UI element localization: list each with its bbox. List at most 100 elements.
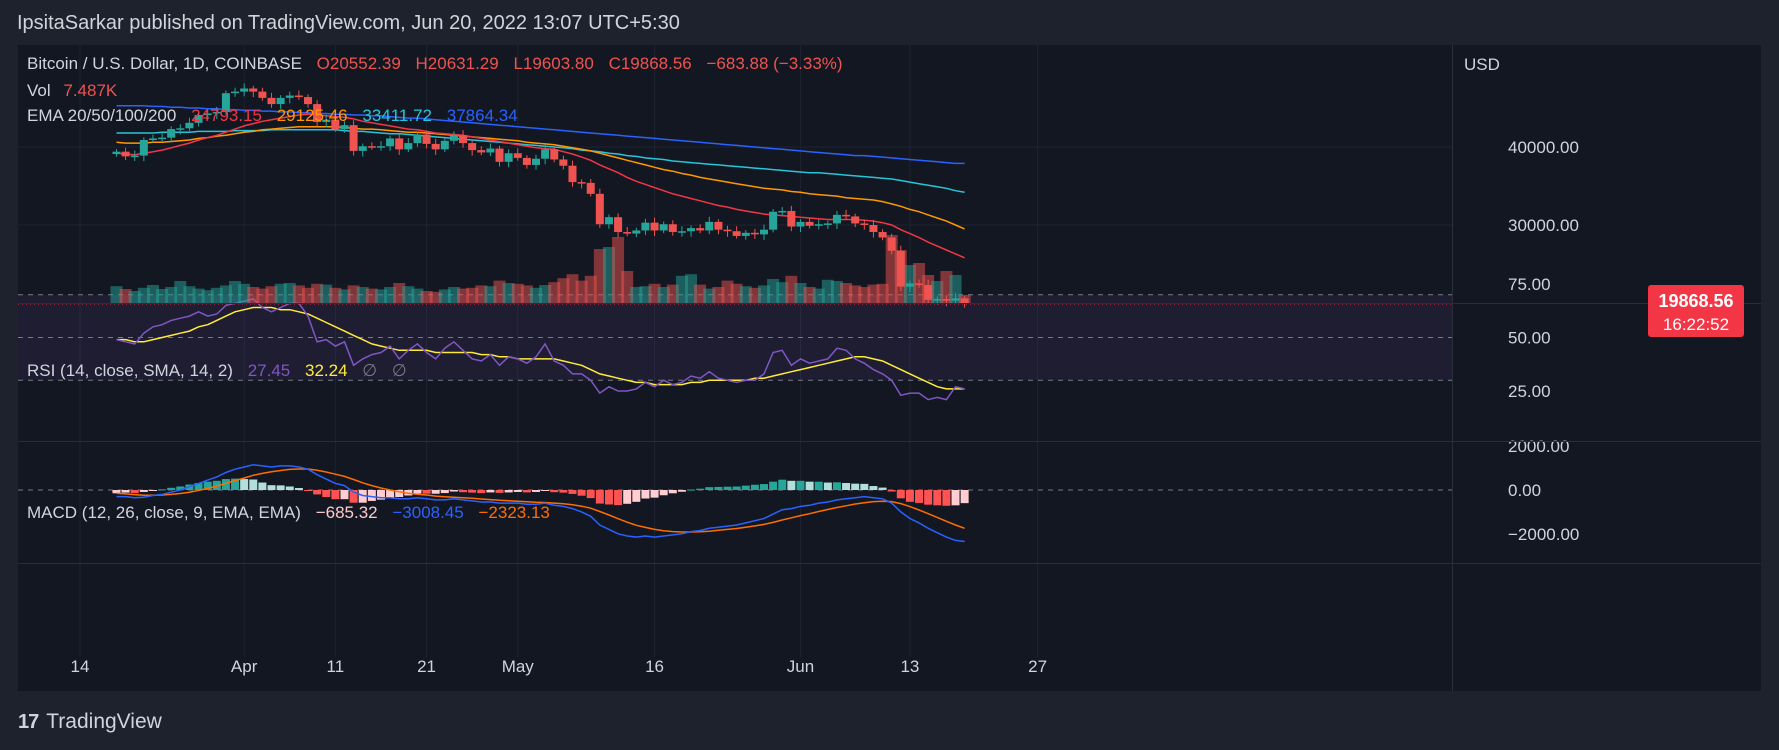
candle-body [595, 193, 604, 225]
candle-body [778, 210, 787, 213]
macd-hist-bar [832, 482, 841, 490]
candle-body [203, 113, 212, 116]
macd-hist-bar [249, 479, 258, 490]
volume-bar [311, 283, 324, 303]
macd-hist-bar [486, 490, 495, 493]
candle-body [158, 137, 167, 140]
x-tick-label: 16 [645, 657, 664, 676]
volume-bar [402, 286, 415, 303]
volume-bar [803, 287, 816, 303]
candle-body [641, 222, 650, 231]
volume-bar [593, 249, 606, 303]
volume-bar [128, 291, 141, 303]
price-tick-label: 30000.00 [1508, 216, 1579, 235]
macd-hist-bar [440, 490, 449, 494]
legend-rsi: RSI (14, close, SMA, 14, 2) 27.45 32.24 … [27, 361, 407, 380]
candle-body [559, 159, 568, 166]
candle-body [805, 221, 814, 226]
last-price-tag: 19868.56 16:22:52 [1648, 285, 1744, 337]
candle-body [112, 151, 121, 155]
macd-hist-bar [723, 486, 732, 490]
legend-ema20: 24793.15 [191, 106, 262, 125]
candle-body [477, 150, 486, 153]
candle-body [687, 228, 696, 232]
macd-hist-bar [422, 490, 431, 494]
macd-hist-bar [677, 490, 686, 492]
volume-bar [292, 285, 305, 303]
macd-hist-bar [805, 481, 814, 490]
x-tick-label: 21 [417, 657, 436, 676]
legend-rsi-n2: ∅ [392, 361, 407, 380]
macd-hist-bar [431, 490, 440, 494]
candle-body [960, 298, 969, 305]
candle-body [294, 95, 303, 98]
chart-canvas[interactable]: 14 Apr 11 21 May 16 Jun 13 27 30000.00 40000.00 25.… [18, 45, 1761, 691]
volume-bar [192, 288, 205, 303]
candle-body [139, 139, 148, 156]
candle-body [176, 128, 185, 130]
pane-divider-3 [18, 563, 1761, 564]
candle-body [650, 222, 659, 231]
macd-panel [18, 464, 1452, 543]
candle-body [942, 299, 951, 301]
macd-hist-bar [294, 488, 303, 490]
bar-countdown: 16:22:52 [1663, 315, 1729, 334]
macd-tick-label: 0.00 [1508, 481, 1541, 500]
candle-body [860, 223, 869, 225]
volume-bar [575, 280, 588, 303]
candle-body [532, 158, 540, 165]
chart-frame[interactable]: 14 Apr 11 21 May 16 Jun 13 27 30000.00 40000.00 25.… [18, 45, 1761, 691]
footer: 17 TradingView [18, 708, 162, 736]
candle-body [513, 153, 522, 158]
grid-lines [18, 45, 1452, 657]
macd-hist-bar [167, 487, 176, 490]
ema50-line [116, 125, 965, 230]
volume-bar [830, 281, 843, 303]
rsi-tick-label: 75.00 [1508, 275, 1551, 294]
macd-hist-bar [632, 490, 641, 502]
price-axis-divider [1452, 45, 1453, 691]
candle-body [276, 97, 285, 105]
candle-body [431, 143, 440, 150]
candle-body [486, 148, 495, 153]
macd-hist-bar [915, 490, 924, 503]
candle-body [732, 231, 741, 236]
volume-bar [821, 279, 834, 303]
macd-hist-bar [924, 490, 933, 505]
macd-hist-bar [468, 490, 477, 493]
macd-hist-bar [477, 490, 486, 494]
volume-bar [274, 283, 287, 303]
candle-body [285, 95, 294, 98]
volume-bar [384, 287, 397, 303]
legend-rsi-n1: ∅ [362, 361, 377, 380]
candle-body [313, 104, 322, 123]
volume-bar [602, 247, 615, 303]
volume-bar [639, 286, 652, 303]
macd-hist-bar [741, 485, 750, 490]
volume-bar [557, 278, 570, 303]
volume-bar [502, 283, 515, 303]
candle-body [677, 231, 686, 233]
candle-body [185, 122, 194, 129]
macd-hist-bar [130, 490, 139, 494]
legend-macd-label: MACD (12, 26, close, 9, EMA, EMA) [27, 503, 301, 522]
legend-symbol: Bitcoin / U.S. Dollar, 1D, COINBASE [27, 54, 302, 73]
pane-divider-2 [18, 441, 1761, 442]
candle-body [796, 221, 805, 227]
macd-hist-bar [750, 484, 759, 490]
x-tick-label: 11 [327, 657, 345, 676]
volume-bar [256, 288, 269, 303]
volume-bar [229, 281, 242, 303]
volume-bar [438, 289, 451, 303]
volume-bar [210, 287, 223, 303]
candle-body [231, 91, 240, 94]
macd-hist-bar [933, 490, 942, 506]
candle-body [760, 229, 768, 235]
ema200-line [116, 104, 965, 165]
candle-body [659, 224, 668, 231]
macd-hist-bar [513, 490, 522, 492]
legend-vol-value: 7.487K [63, 81, 118, 100]
volume-bar [949, 275, 962, 303]
publisher-header: IpsitaSarkar published on TradingView.co… [17, 12, 680, 34]
macd-hist-bar [905, 490, 914, 502]
